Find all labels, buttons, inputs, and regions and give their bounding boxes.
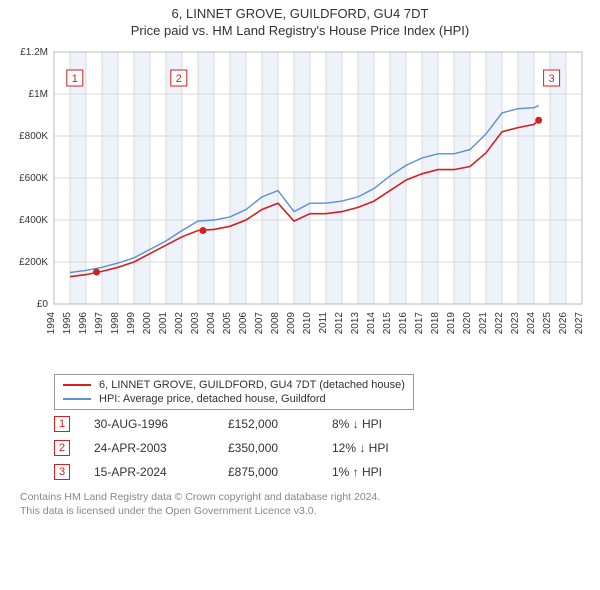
- svg-text:2026: 2026: [558, 312, 569, 335]
- svg-text:£1.2M: £1.2M: [20, 47, 48, 58]
- event-delta: 1% ↑ HPI: [332, 465, 422, 479]
- svg-text:£800K: £800K: [19, 131, 48, 142]
- svg-text:2023: 2023: [510, 312, 521, 335]
- footer-attribution: Contains HM Land Registry data © Crown c…: [20, 490, 592, 518]
- event-row: 3 15-APR-2024 £875,000 1% ↑ HPI: [54, 464, 592, 480]
- svg-text:£400K: £400K: [19, 215, 48, 226]
- legend-item: HPI: Average price, detached house, Guil…: [63, 393, 405, 405]
- event-delta: 8% ↓ HPI: [332, 417, 422, 431]
- legend-label: 6, LINNET GROVE, GUILDFORD, GU4 7DT (det…: [99, 379, 405, 391]
- svg-text:2017: 2017: [414, 312, 425, 335]
- svg-text:2: 2: [176, 73, 182, 85]
- svg-text:2015: 2015: [382, 312, 393, 335]
- svg-text:2006: 2006: [238, 312, 249, 335]
- price-chart: £0 £200K £400K £600K £800K £1M £1.2M 1994 1995 19…: [8, 46, 590, 366]
- svg-text:£600K: £600K: [19, 173, 48, 184]
- legend-swatch: [63, 384, 91, 386]
- event-price: £875,000: [228, 465, 308, 479]
- svg-text:2019: 2019: [446, 312, 457, 335]
- legend-item: 6, LINNET GROVE, GUILDFORD, GU4 7DT (det…: [63, 379, 405, 391]
- svg-text:1996: 1996: [78, 312, 89, 335]
- svg-text:1: 1: [72, 73, 78, 85]
- event-number-box: 2: [54, 440, 70, 456]
- events-table: 1 30-AUG-1996 £152,000 8% ↓ HPI 2 24-APR-2003…: [54, 416, 592, 480]
- svg-text:£0: £0: [37, 299, 49, 310]
- svg-text:2025: 2025: [542, 312, 553, 335]
- event-date: 30-AUG-1996: [94, 417, 204, 431]
- svg-text:2010: 2010: [302, 312, 313, 335]
- svg-text:1998: 1998: [110, 312, 121, 335]
- event-price: £152,000: [228, 417, 308, 431]
- footer-line2: This data is licensed under the Open Gov…: [20, 504, 592, 518]
- svg-text:2024: 2024: [526, 312, 537, 335]
- svg-text:2021: 2021: [478, 312, 489, 335]
- legend-label: HPI: Average price, detached house, Guil…: [99, 393, 326, 405]
- event-delta: 12% ↓ HPI: [332, 441, 422, 455]
- svg-text:3: 3: [549, 73, 555, 85]
- event-row: 1 30-AUG-1996 £152,000 8% ↓ HPI: [54, 416, 592, 432]
- svg-text:1997: 1997: [94, 312, 105, 335]
- svg-text:2008: 2008: [270, 312, 281, 335]
- svg-text:2018: 2018: [430, 312, 441, 335]
- svg-text:2022: 2022: [494, 312, 505, 335]
- svg-text:2016: 2016: [398, 312, 409, 335]
- event-date: 24-APR-2003: [94, 441, 204, 455]
- svg-text:1994: 1994: [46, 312, 57, 335]
- footer-line1: Contains HM Land Registry data © Crown c…: [20, 490, 592, 504]
- svg-text:2009: 2009: [286, 312, 297, 335]
- svg-text:£200K: £200K: [19, 257, 48, 268]
- event-number-box: 3: [54, 464, 70, 480]
- svg-text:2001: 2001: [158, 312, 169, 335]
- event-price: £350,000: [228, 441, 308, 455]
- svg-text:2012: 2012: [334, 312, 345, 335]
- svg-text:2027: 2027: [574, 312, 585, 335]
- svg-text:2005: 2005: [222, 312, 233, 335]
- svg-text:1999: 1999: [126, 312, 137, 335]
- svg-text:2020: 2020: [462, 312, 473, 335]
- svg-text:2011: 2011: [318, 312, 329, 334]
- legend: 6, LINNET GROVE, GUILDFORD, GU4 7DT (det…: [54, 374, 414, 410]
- svg-text:2014: 2014: [366, 312, 377, 335]
- svg-text:2004: 2004: [206, 312, 217, 335]
- legend-swatch: [63, 398, 91, 400]
- svg-text:2007: 2007: [254, 312, 265, 335]
- svg-text:2000: 2000: [142, 312, 153, 335]
- svg-text:2003: 2003: [190, 312, 201, 335]
- svg-text:1995: 1995: [62, 312, 73, 335]
- event-row: 2 24-APR-2003 £350,000 12% ↓ HPI: [54, 440, 592, 456]
- svg-text:2002: 2002: [174, 312, 185, 335]
- event-date: 15-APR-2024: [94, 465, 204, 479]
- title-subtitle: Price paid vs. HM Land Registry's House …: [8, 23, 592, 38]
- svg-text:£1M: £1M: [29, 89, 48, 100]
- title-address: 6, LINNET GROVE, GUILDFORD, GU4 7DT: [8, 6, 592, 21]
- event-number-box: 1: [54, 416, 70, 432]
- svg-text:2013: 2013: [350, 312, 361, 335]
